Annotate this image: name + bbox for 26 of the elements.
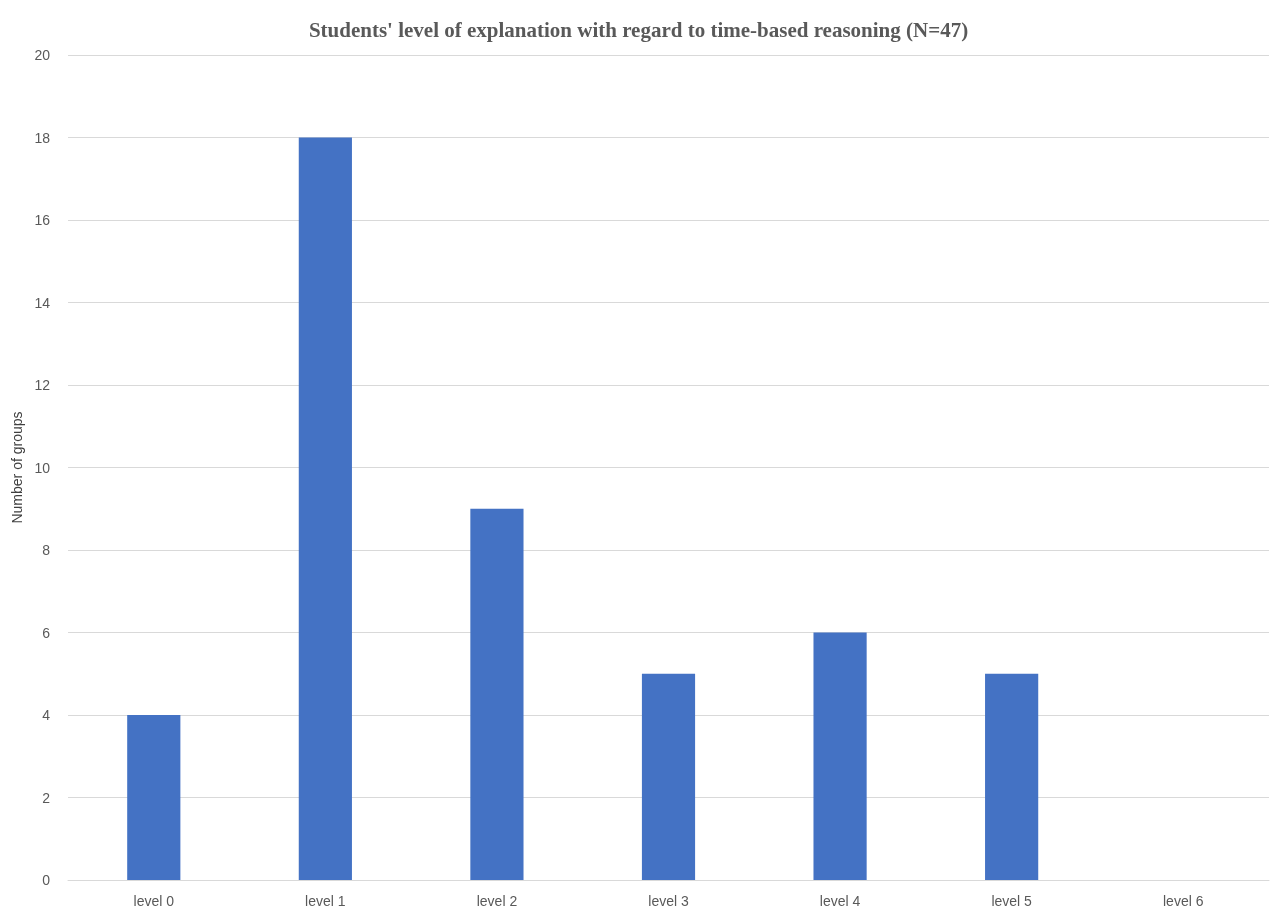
x-tick-label: level 4: [819, 893, 861, 909]
y-tick-label: 14: [34, 294, 51, 311]
y-tick-label: 12: [34, 377, 51, 393]
y-tick-label: 0: [42, 872, 51, 888]
x-tick-label: level 1: [305, 893, 346, 909]
chart-title: Students' level of explanation with regard to time-based reasoning (N=47): [308, 17, 969, 42]
bar: [641, 673, 696, 880]
y-tick-label: 16: [34, 212, 51, 228]
x-tick-label: level 5: [991, 893, 1033, 909]
y-tick-label: 2: [42, 789, 51, 806]
y-tick-label: 8: [42, 542, 51, 558]
y-tick-label: 10: [34, 459, 51, 476]
bar: [813, 632, 867, 880]
bar: [985, 673, 1039, 880]
x-tick-label: level 0: [133, 893, 175, 909]
bar: [470, 508, 524, 880]
y-tick-label: 18: [34, 129, 51, 146]
y-axis-title: Number of groups: [8, 411, 25, 524]
bar: [127, 715, 181, 880]
x-tick-label: level 3: [648, 893, 689, 909]
y-tick-label: 4: [42, 707, 51, 723]
bar: [298, 137, 352, 880]
y-tick-label: 6: [42, 624, 51, 641]
y-tick-label: 20: [34, 47, 51, 63]
x-tick-label: level 2: [476, 893, 518, 909]
x-tick-label: level 6: [1162, 893, 1204, 909]
